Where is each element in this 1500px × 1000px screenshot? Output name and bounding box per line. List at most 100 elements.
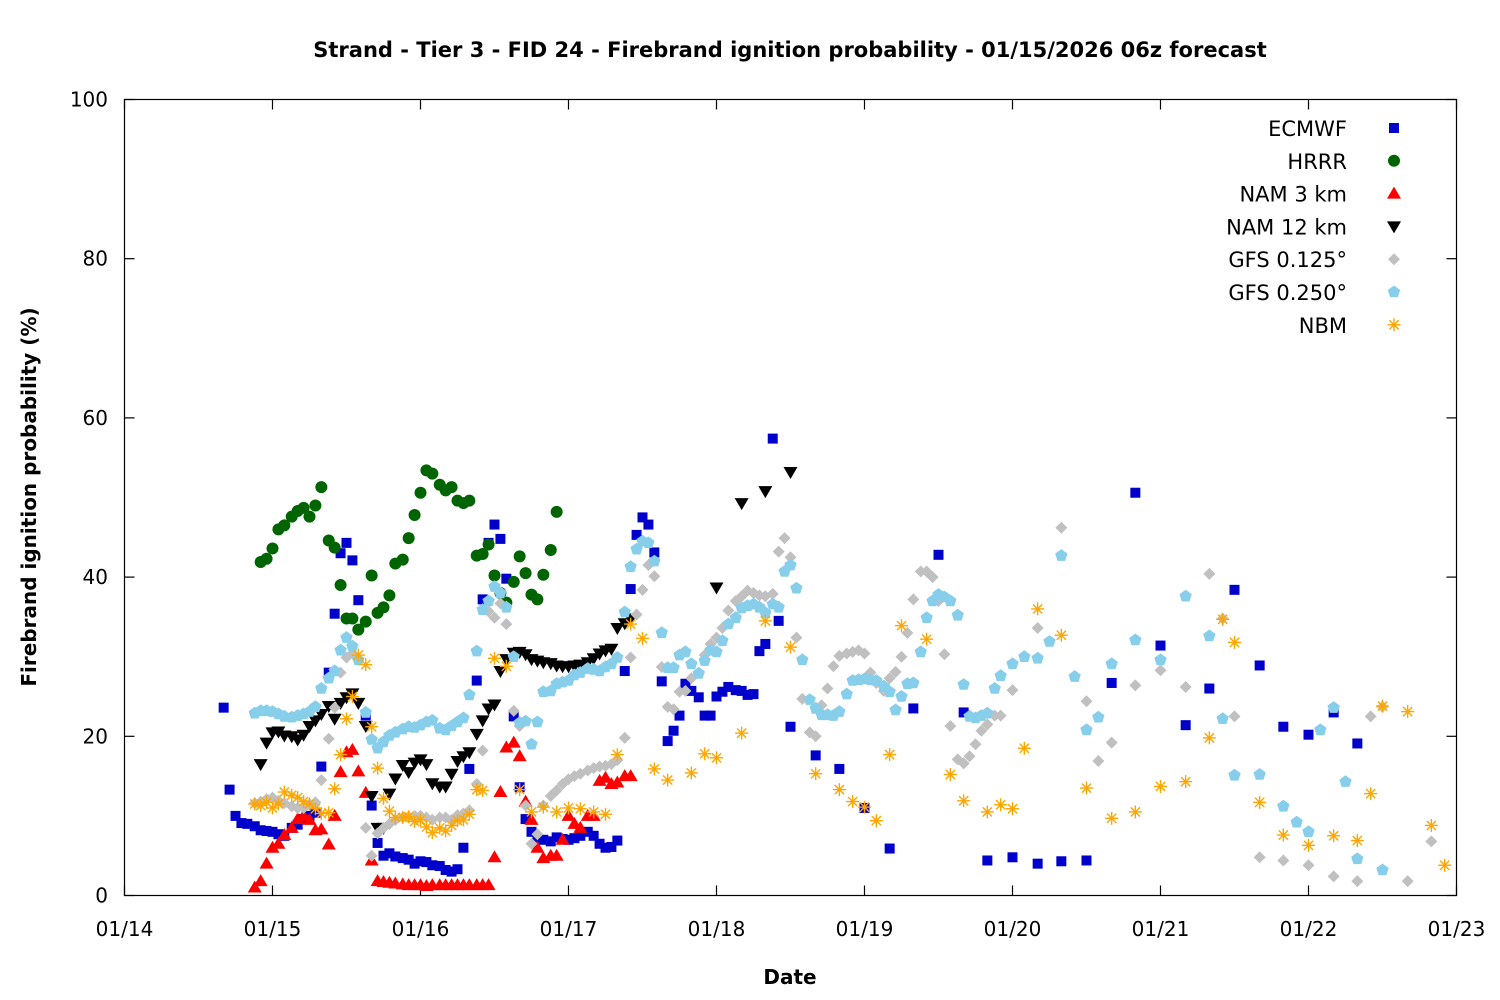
data-point-gfs-0-125 [1425, 835, 1438, 848]
data-point-nbm [943, 768, 957, 782]
data-point-nbm [345, 690, 359, 703]
data-point-gfs-0-125 [630, 608, 643, 621]
data-point-ecmwf [1352, 738, 1363, 749]
data-point-gfs-0-250 [519, 714, 532, 727]
data-point-gfs-0-250 [994, 669, 1007, 682]
data-point-gfs-0-250 [494, 586, 507, 599]
data-point-gfs-0-250 [833, 705, 846, 717]
data-point-gfs-0-250 [1203, 629, 1216, 642]
data-point-ecmwf [582, 826, 593, 837]
data-point-nam-12-km [610, 623, 625, 636]
data-point-ecmwf [403, 854, 414, 865]
data-point-gfs-0-125 [1092, 754, 1105, 767]
data-point-gfs-0-125 [636, 583, 649, 596]
data-point-gfs-0-250 [803, 693, 816, 705]
data-point-nbm [869, 814, 883, 828]
x-tick-label: 01/14 [96, 917, 154, 941]
data-point-gfs-0-125 [778, 532, 791, 545]
data-point-nbm [1080, 781, 1093, 795]
data-point-ecmwf [600, 842, 611, 853]
data-point-ecmwf [1254, 660, 1265, 671]
data-point-gfs-0-125 [315, 774, 328, 787]
data-point-nam-12-km [388, 773, 403, 786]
data-point-ecmwf [255, 825, 266, 836]
data-point-hrrr [266, 542, 279, 555]
data-point-ecmwf [594, 838, 605, 849]
y-tick-label: 60 [83, 406, 108, 430]
data-point-nam-3-km [549, 848, 564, 861]
data-point-ecmwf [366, 800, 377, 811]
data-point-gfs-0-125 [895, 650, 908, 663]
data-point-ecmwf [742, 689, 753, 700]
data-point-nam-12-km [475, 715, 490, 728]
legend-marker-gfs-0-250 [1387, 285, 1401, 298]
data-point-ecmwf [933, 549, 944, 560]
data-point-nbm [419, 820, 433, 834]
data-point-nam-3-km [351, 764, 366, 777]
data-point-gfs-0-250 [1216, 712, 1229, 724]
data-point-ecmwf [384, 848, 395, 859]
data-point-nbm [322, 806, 336, 820]
chart-title: Strand - Tier 3 - FID 24 - Firebrand ign… [313, 38, 1267, 62]
data-point-nam-3-km [610, 775, 625, 788]
data-point-gfs-0-125 [1401, 875, 1414, 888]
data-point-gfs-0-250 [907, 676, 920, 689]
data-point-ecmwf [612, 835, 623, 846]
data-point-nam-12-km [333, 697, 348, 710]
data-point-gfs-0-125 [365, 849, 378, 862]
data-point-ecmwf [625, 584, 636, 595]
data-point-gfs-0-125 [550, 784, 563, 797]
legend-label: NAM 3 km [1239, 183, 1347, 207]
series-nam-3-km [247, 735, 638, 893]
data-point-gfs-0-250 [1277, 799, 1290, 812]
data-point-nam-3-km [487, 850, 502, 863]
data-point-gfs-0-250 [1006, 657, 1019, 670]
data-point-ecmwf [495, 533, 506, 544]
data-point-gfs-0-125 [790, 631, 803, 644]
data-point-gfs-0-250 [692, 666, 705, 679]
data-point-nbm [1202, 731, 1216, 745]
data-point-ecmwf [982, 855, 993, 866]
data-point-ecmwf [631, 529, 642, 540]
data-point-ecmwf [1106, 677, 1117, 688]
data-point-hrrr [426, 467, 439, 480]
data-point-nbm [328, 782, 342, 796]
data-point-hrrr [297, 501, 310, 514]
data-point-gfs-0-250 [346, 639, 359, 652]
data-point-gfs-0-250 [988, 682, 1001, 694]
data-point-gfs-0-250 [365, 733, 378, 745]
data-point-ecmwf [674, 710, 685, 721]
data-point-gfs-0-125 [476, 744, 489, 757]
data-point-ecmwf [1303, 729, 1314, 740]
data-point-ecmwf [390, 851, 401, 862]
data-point-ecmwf [341, 537, 352, 548]
data-point-ecmwf [292, 819, 303, 830]
data-point-nbm [359, 658, 373, 672]
data-point-ecmwf [705, 710, 716, 721]
data-point-gfs-0-250 [1105, 657, 1118, 670]
data-point-ecmwf [329, 608, 340, 619]
data-point-nbm [525, 805, 538, 819]
data-point-ecmwf [335, 548, 346, 559]
data-point-nbm [846, 795, 860, 809]
data-point-gfs-0-250 [1154, 653, 1167, 666]
data-point-gfs-0-125 [883, 672, 896, 685]
data-point-gfs-0-125 [1203, 567, 1216, 580]
data-point-gfs-0-125 [1302, 859, 1315, 872]
data-point-ecmwf [452, 864, 463, 875]
data-point-gfs-0-250 [500, 600, 513, 613]
data-point-nbm [550, 805, 564, 819]
legend-marker-gfs-0-125 [1388, 253, 1400, 266]
data-point-nbm [536, 800, 550, 814]
data-point-gfs-0-250 [1376, 863, 1389, 876]
y-tick-label: 0 [95, 884, 108, 908]
data-point-gfs-0-125 [1080, 695, 1093, 708]
data-point-ecmwf [347, 555, 358, 566]
data-point-hrrr [346, 612, 359, 625]
data-point-hrrr [445, 481, 458, 494]
data-point-gfs-0-250 [507, 650, 520, 662]
data-point-nam-12-km [758, 486, 773, 499]
data-point-gfs-0-125 [827, 660, 840, 673]
data-point-nbm [414, 813, 427, 827]
data-point-gfs-0-250 [611, 651, 624, 663]
